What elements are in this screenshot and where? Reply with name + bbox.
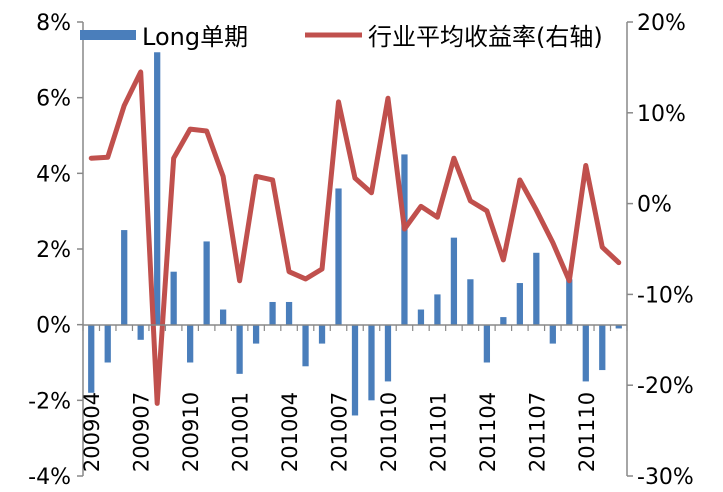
line-series-group	[88, 69, 622, 406]
left-tick-label: 4%	[36, 162, 71, 187]
bar-201002	[252, 324, 260, 344]
x-tick-label: 200904	[80, 392, 104, 472]
x-tick-label: 201110	[575, 392, 599, 472]
bar-201112	[615, 324, 622, 329]
bar-200905	[104, 324, 111, 363]
right-tick-label: 0%	[637, 193, 672, 218]
right-tick-label: 20%	[637, 11, 686, 36]
bar-201102	[450, 237, 458, 325]
legend-line-label: 行业平均收益率(右轴)	[368, 23, 603, 51]
bar-series-group	[88, 52, 622, 416]
bar-200908	[154, 52, 161, 325]
legend-bar-swatch	[80, 30, 136, 40]
bar-201110	[582, 324, 589, 382]
bar-201104	[483, 324, 491, 363]
right-tick-label: -30%	[637, 465, 694, 490]
bar-201001	[236, 324, 243, 374]
x-tick-label: 201004	[278, 392, 302, 472]
bar-201009	[368, 324, 375, 401]
right-tick-label: -10%	[637, 283, 694, 308]
bar-201105	[500, 317, 507, 325]
bar-201107	[533, 252, 540, 325]
bar-201010	[384, 324, 392, 382]
bar-200904	[88, 324, 95, 393]
x-tick-label: 201001	[229, 392, 253, 472]
x-tick-label: 201104	[476, 392, 500, 472]
bar-201003	[269, 301, 276, 325]
x-tick-label: 201107	[525, 392, 549, 472]
bar-201006	[318, 324, 326, 344]
right-tick-label: -20%	[637, 374, 694, 399]
bar-201106	[516, 283, 523, 325]
x-tick-label: 201010	[377, 392, 401, 472]
legend: Long单期 行业平均收益率(右轴)	[80, 23, 603, 51]
x-tick-label: 201007	[328, 392, 352, 472]
x-tick-label: 201101	[426, 392, 450, 472]
bar-200911	[203, 241, 210, 325]
bar-201008	[351, 324, 359, 416]
x-tick-label: 200910	[179, 392, 203, 472]
industry-avg-return-line	[88, 69, 622, 406]
bar-200906	[121, 230, 128, 325]
bar-201109	[566, 279, 573, 325]
left-tick-label: 8%	[36, 11, 71, 36]
bar-201004	[285, 301, 293, 325]
left-tick-label: 6%	[36, 87, 71, 112]
bar-201108	[549, 324, 556, 344]
bar-200907	[137, 324, 144, 340]
left-tick-label: 2%	[36, 238, 71, 263]
bar-201101	[434, 294, 441, 325]
bar-200910	[187, 324, 194, 363]
left-tick-label: -4%	[28, 465, 71, 490]
left-tick-label: 0%	[36, 314, 71, 339]
bar-200909	[170, 271, 177, 325]
right-tick-label: 10%	[637, 102, 686, 127]
bar-201007	[335, 188, 342, 325]
bar-201005	[302, 324, 309, 367]
left-tick-label: -2%	[28, 389, 71, 414]
bar-201111	[599, 324, 606, 371]
bar-201012	[417, 309, 425, 325]
bar-200912	[219, 309, 227, 325]
bar-201103	[467, 279, 474, 325]
bar-201011	[401, 154, 408, 325]
legend-bar-label: Long单期	[142, 23, 248, 51]
x-tick-label: 200907	[130, 392, 154, 472]
tick-group: -4% -2% 0% 2% 4% 6% 8% -30% -20% -10% 0% 10% 20% 2009…	[28, 11, 694, 490]
